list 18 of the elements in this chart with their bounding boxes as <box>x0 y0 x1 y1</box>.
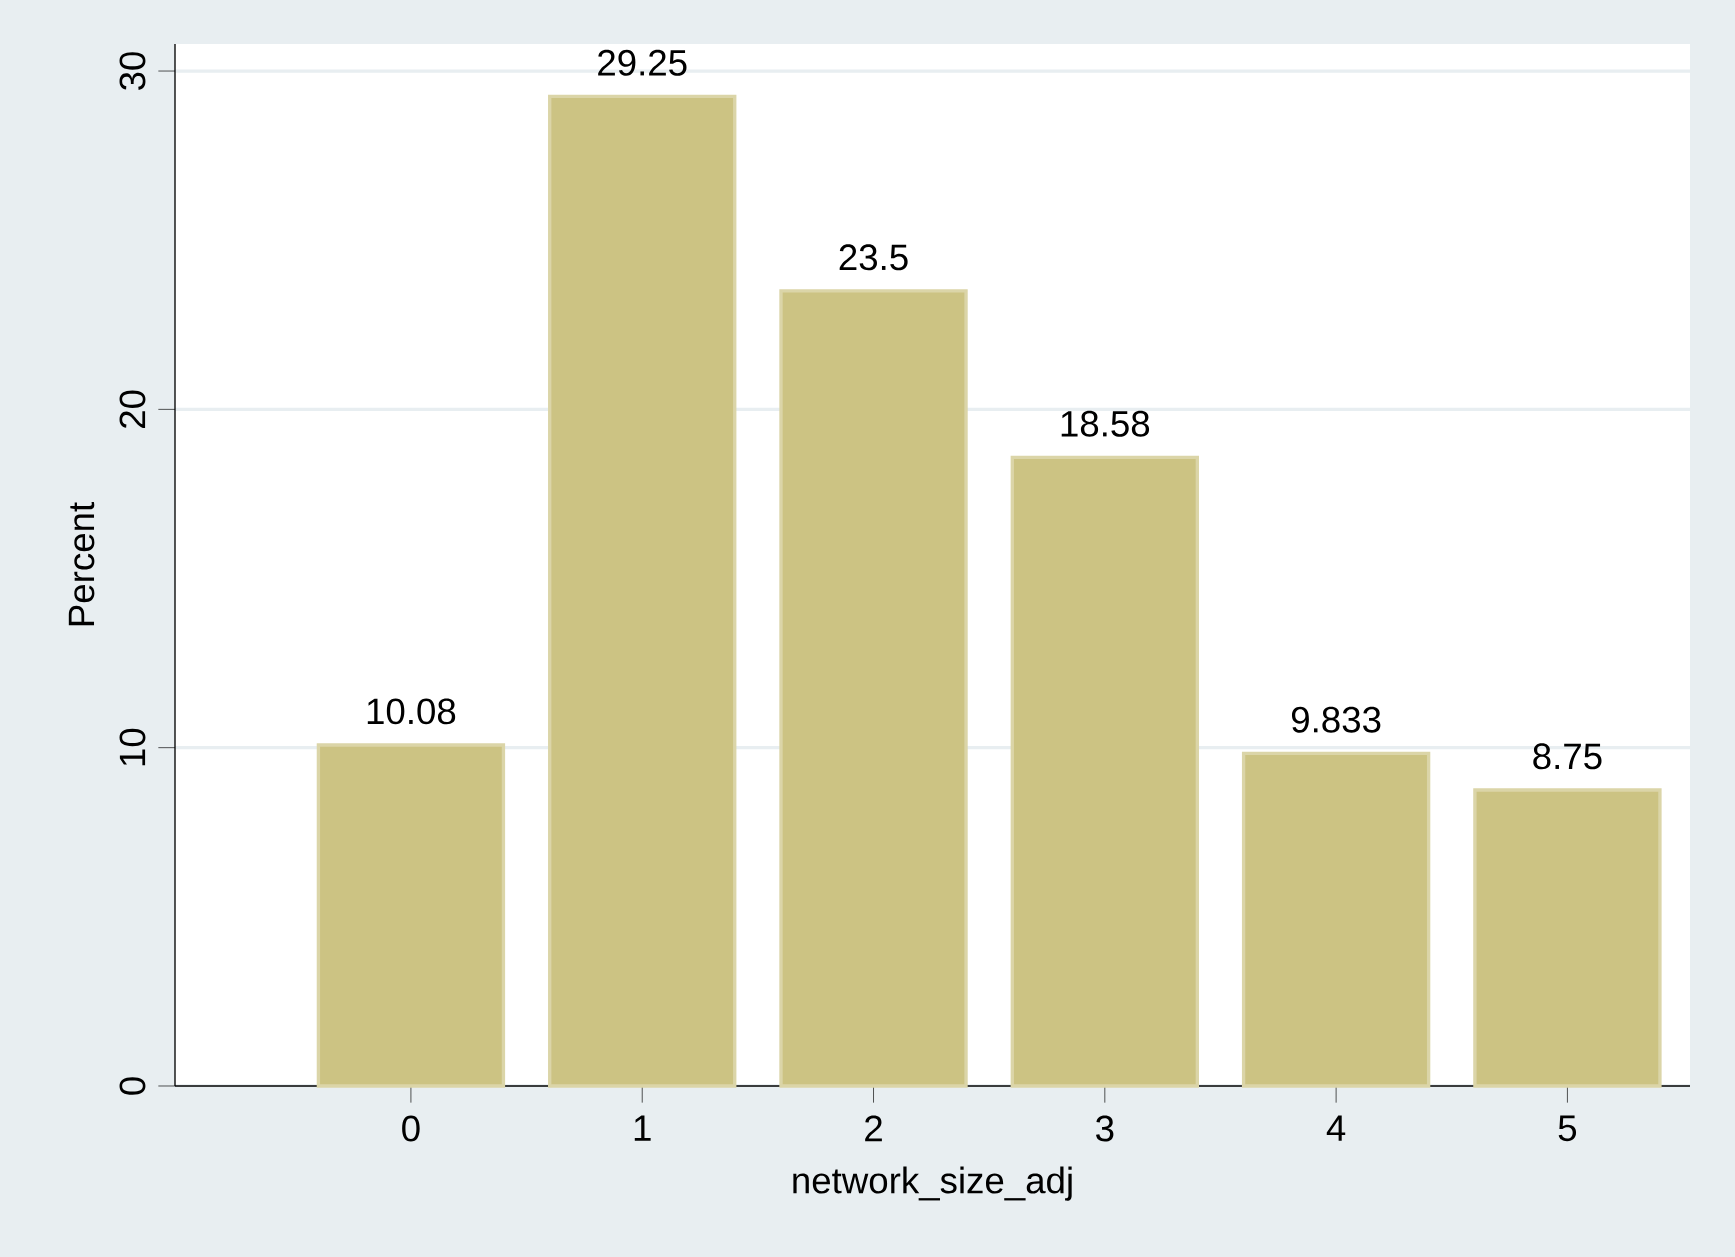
x-tick-label: 4 <box>1326 1115 1346 1141</box>
x-axis-title: network_size_adj <box>793 1166 1072 1201</box>
data-label: 29.25 <box>598 49 687 76</box>
y-axis-title: Percent <box>68 502 95 626</box>
x-tick-label: 5 <box>1558 1115 1577 1142</box>
data-label: 23.5 <box>839 244 908 271</box>
x-tick-label: 2 <box>865 1115 882 1142</box>
x-tick-label: 1 <box>634 1115 651 1141</box>
x-tick-label: 3 <box>1096 1115 1114 1142</box>
data-label: 9.833 <box>1291 706 1381 733</box>
x-tick-label: 0 <box>402 1115 420 1142</box>
data-label: 8.75 <box>1533 743 1602 770</box>
y-tick-label: 10 <box>119 728 146 766</box>
y-tick-label: 30 <box>119 52 146 91</box>
y-tick-label: 20 <box>119 390 146 428</box>
data-label: 10.08 <box>367 698 456 725</box>
y-tick-label: 0 <box>119 1077 146 1095</box>
data-label: 18.58 <box>1061 410 1150 437</box>
